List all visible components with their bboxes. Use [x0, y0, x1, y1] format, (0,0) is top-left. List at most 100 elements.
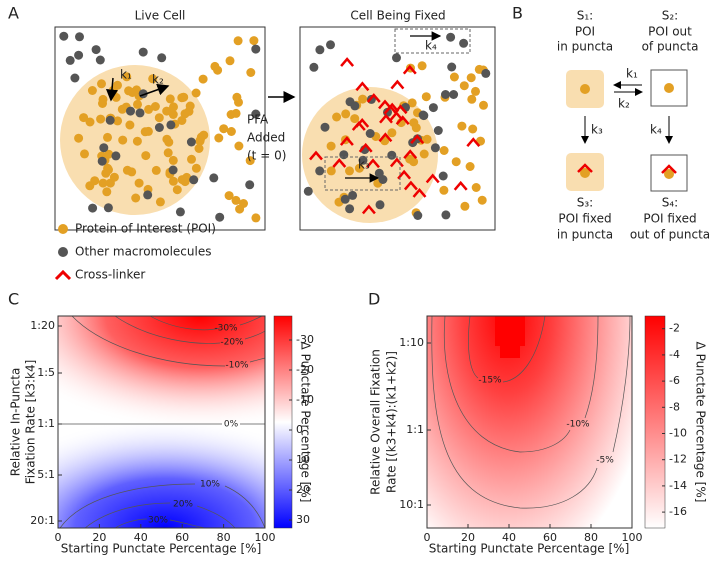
- cross-linker: [390, 79, 405, 90]
- plot-frame: [57, 315, 266, 529]
- colorbar-tick-label: -30: [296, 333, 314, 346]
- x-tick-label: 60: [175, 531, 189, 544]
- y-label: Relative Overall Fixation: [369, 349, 383, 495]
- poi: [169, 102, 178, 112]
- colorbar-tick-label: -6: [669, 374, 680, 387]
- macromolecule: [75, 32, 84, 42]
- state-name: S₄:: [662, 196, 678, 210]
- poi: [113, 80, 122, 90]
- poi: [239, 199, 248, 208]
- poi: [87, 86, 97, 95]
- poi: [102, 187, 112, 197]
- poi: [246, 68, 256, 77]
- macromolecule: [166, 120, 176, 130]
- cross-linker: [378, 99, 392, 110]
- x-tick-label: 100: [622, 531, 643, 544]
- macromolecule: [449, 90, 459, 99]
- puncta: [302, 87, 438, 223]
- macromolecule: [65, 55, 75, 65]
- colorbar-tick-label: -4: [669, 348, 680, 361]
- poi: [118, 135, 128, 145]
- contour-label: -30%: [214, 324, 238, 334]
- macromolecule: [418, 110, 428, 120]
- poi: [417, 61, 427, 71]
- poi: [191, 163, 201, 173]
- rate-label: k₄: [425, 39, 437, 53]
- x-tick-label: 40: [502, 531, 516, 544]
- poi: [109, 172, 119, 182]
- macromolecule: [315, 45, 325, 55]
- macromolecule: [126, 106, 135, 116]
- macromolecule: [215, 212, 225, 222]
- macromolecule: [189, 175, 199, 185]
- macromolecule: [428, 103, 438, 113]
- cross-linker: [577, 163, 593, 173]
- poi: [162, 106, 172, 116]
- contour-label: -20%: [220, 338, 244, 348]
- poi: [326, 166, 336, 176]
- legend-marker: [58, 224, 68, 234]
- macromolecule: [350, 101, 360, 111]
- cross-linker: [355, 117, 370, 128]
- poi: [219, 124, 229, 134]
- poi: [113, 116, 123, 126]
- poi: [471, 183, 481, 192]
- poi: [226, 110, 236, 119]
- state-name: S₃:: [577, 196, 593, 210]
- poi: [224, 191, 234, 201]
- poi: [125, 120, 135, 130]
- state-name: S₁:: [577, 9, 593, 23]
- x-tick-label: 100: [255, 531, 276, 544]
- poi: [122, 72, 132, 82]
- legend-label: Other macromolecules: [75, 245, 211, 259]
- poi: [449, 72, 459, 82]
- macromolecule: [441, 210, 451, 220]
- poi: [117, 104, 127, 114]
- contour-label: 20%: [173, 500, 193, 510]
- poi: [177, 116, 187, 125]
- panel-label: C: [8, 290, 19, 309]
- poi: [98, 99, 107, 108]
- poi: [249, 36, 259, 46]
- poi: [144, 104, 154, 114]
- macromolecule: [303, 186, 313, 196]
- macromolecule: [326, 40, 335, 50]
- macromolecule: [348, 190, 358, 200]
- macromolecule: [95, 55, 105, 65]
- poi: [96, 114, 106, 124]
- colorbar-tick-label: 20: [296, 483, 310, 496]
- macromolecule: [309, 62, 319, 72]
- cross-linker: [403, 180, 418, 191]
- cross-linker: [412, 187, 427, 198]
- macromolecule: [168, 165, 178, 175]
- poi: [182, 172, 192, 182]
- y-tick-label: 1:20: [30, 319, 55, 332]
- colorbar-tick-label: -20: [296, 363, 314, 376]
- contour-label: -10%: [225, 361, 249, 371]
- poi: [409, 157, 419, 167]
- colorbar-tick-label: -2: [669, 322, 680, 335]
- poi: [233, 36, 243, 46]
- x-tick-label: 0: [424, 531, 431, 544]
- colorbar-tick-label: 30: [296, 513, 310, 526]
- macromolecule: [186, 137, 196, 147]
- macromolecule: [157, 53, 167, 63]
- poi: [466, 73, 476, 83]
- x-tick-label: 80: [217, 531, 231, 544]
- macromolecule: [441, 90, 450, 99]
- rate-label: k₁: [626, 67, 638, 81]
- arrow: [105, 77, 118, 102]
- dashed-box: [394, 28, 471, 54]
- poi: [127, 88, 137, 97]
- poi: [85, 117, 95, 127]
- poi: [225, 56, 235, 66]
- state-desc: POI fixed: [558, 212, 611, 226]
- colorbar-tick-label: -8: [669, 400, 680, 413]
- macromolecule: [251, 44, 261, 54]
- macromolecule: [70, 73, 80, 83]
- poi: [234, 141, 244, 151]
- y-tick-label: 1:1: [37, 417, 55, 430]
- macromolecule: [387, 150, 397, 160]
- state-desc: POI fixed: [643, 212, 696, 226]
- poi: [103, 132, 112, 142]
